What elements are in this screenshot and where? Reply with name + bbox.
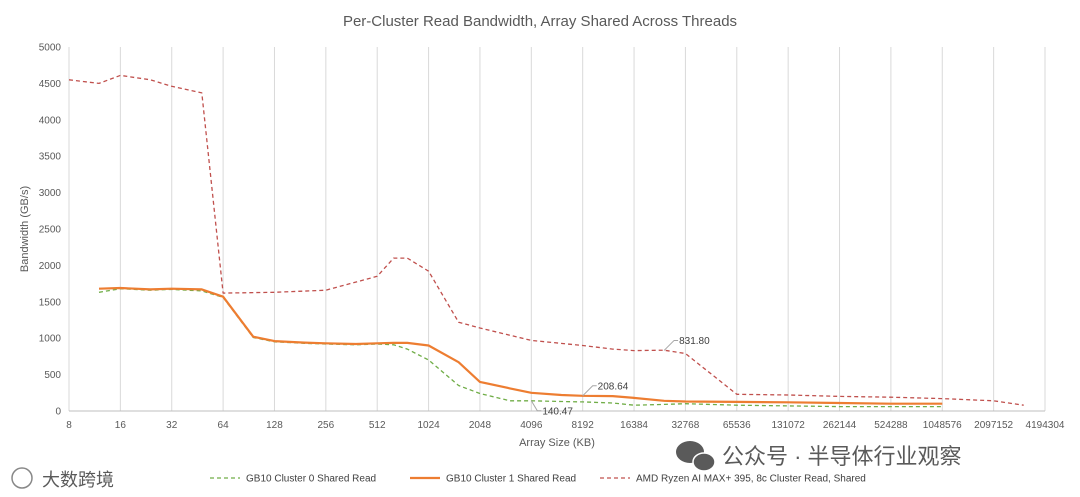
- watermark-right: 公众号 · 半导体行业观察: [676, 441, 962, 472]
- series-line-2: [68, 74, 1024, 406]
- x-tick-label: 32768: [672, 420, 700, 431]
- x-tick-label: 65536: [723, 420, 751, 431]
- y-tick-label: 1500: [39, 297, 62, 308]
- annotation-leader: [582, 385, 597, 397]
- wechat-icon: [676, 441, 716, 472]
- y-axis-label: Bandwidth (GB/s): [19, 186, 31, 272]
- x-tick-label: 524288: [874, 420, 908, 431]
- x-tick-label: 2097152: [974, 420, 1013, 431]
- x-tick-label: 16384: [620, 420, 648, 431]
- legend-entry: GB10 Cluster 1 Shared Read: [446, 474, 576, 485]
- y-tick-label: 500: [44, 370, 61, 381]
- y-tick-label: 3500: [39, 152, 62, 163]
- watermark-logo-icon: [11, 467, 33, 489]
- x-tick-label: 128: [266, 420, 283, 431]
- series-lines: [68, 74, 1024, 408]
- series-line-0: [98, 288, 943, 408]
- x-tick-label: 2048: [469, 420, 492, 431]
- y-tick-label: 0: [55, 407, 61, 418]
- annotation-leader: [663, 339, 679, 351]
- annotation-leader: [530, 400, 542, 412]
- x-tick-label: 64: [218, 420, 230, 431]
- chart-title: Per-Cluster Read Bandwidth, Array Shared…: [343, 13, 737, 30]
- y-tick-label: 4000: [39, 115, 62, 126]
- x-axis-label: Array Size (KB): [519, 437, 595, 449]
- x-tick-labels: 8 16 32 64 128 256 512 1024 2048 4096 8192 16384 327…: [66, 420, 1065, 431]
- legend-entry: AMD Ryzen AI MAX+ 395, 8c Cluster Read, …: [636, 474, 866, 485]
- legend: GB10 Cluster 0 Shared Read GB10 Cluster 1…: [210, 474, 866, 485]
- x-tick-label: 32: [166, 420, 178, 431]
- x-tick-label: 512: [369, 420, 386, 431]
- x-tick-label: 131072: [771, 420, 805, 431]
- x-tick-label: 16: [115, 420, 127, 431]
- y-tick-label: 2500: [39, 225, 62, 236]
- x-tick-label: 8192: [572, 420, 595, 431]
- y-tick-labels: 0 500 1000 1500 2000 2500 3000 3500 4000 4500 5000: [39, 43, 62, 418]
- watermark-left: 大数跨境: [11, 467, 114, 490]
- y-tick-label: 1000: [39, 334, 62, 345]
- y-tick-label: 5000: [39, 43, 62, 54]
- y-tick-label: 3000: [39, 188, 62, 199]
- svg-text:大数跨境: 大数跨境: [42, 470, 114, 490]
- x-tick-label: 262144: [823, 420, 857, 431]
- svg-text:公众号 · 半导体行业观察: 公众号 · 半导体行业观察: [722, 444, 962, 469]
- annotation-label: 140.47: [542, 406, 573, 417]
- annotation-label: 831.80: [679, 336, 710, 347]
- x-tick-label: 1024: [417, 420, 440, 431]
- x-tick-label: 8: [66, 420, 72, 431]
- grid: [68, 47, 1046, 412]
- annotations: 831.80 208.64 140.47: [530, 336, 710, 417]
- y-tick-label: 2000: [39, 261, 62, 272]
- series-line-1: [98, 286, 943, 405]
- x-tick-label: 256: [317, 420, 334, 431]
- legend-entry: GB10 Cluster 0 Shared Read: [246, 474, 376, 485]
- x-tick-label: 1048576: [923, 420, 962, 431]
- x-tick-label: 4194304: [1026, 420, 1065, 431]
- x-tick-label: 4096: [520, 420, 543, 431]
- y-tick-label: 4500: [39, 79, 62, 90]
- annotation-label: 208.64: [598, 381, 629, 392]
